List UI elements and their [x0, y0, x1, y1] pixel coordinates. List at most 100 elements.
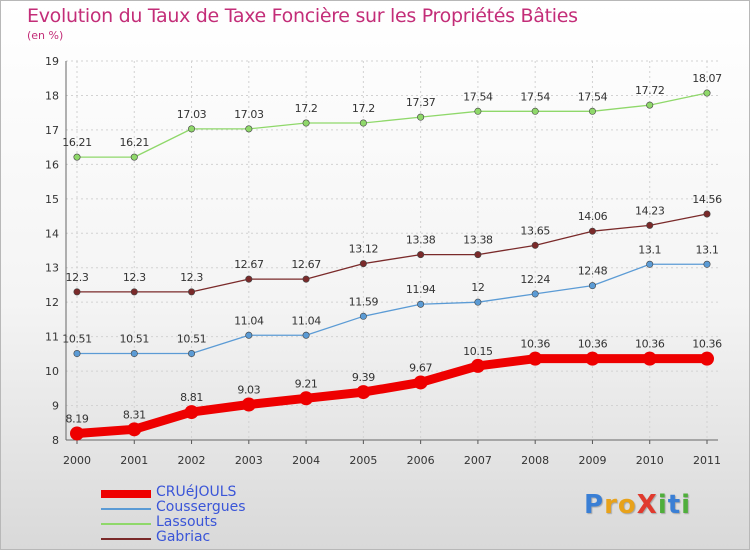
data-point [299, 391, 314, 406]
data-label: 14.23 [635, 204, 665, 217]
data-label: 9.67 [409, 361, 432, 374]
data-label: 12.48 [578, 265, 608, 278]
data-label: 13.38 [463, 234, 493, 247]
data-point [646, 260, 654, 268]
data-point [703, 89, 711, 97]
data-label: 13.1 [696, 243, 719, 256]
data-label: 8.81 [180, 391, 203, 404]
data-label: 17.2 [295, 102, 318, 115]
chart-title: Evolution du Taux de Taxe Foncière sur l… [27, 5, 578, 27]
x-tick-label: 2002 [178, 454, 206, 467]
logo-letter: i [657, 490, 668, 520]
x-tick-label: 2011 [693, 454, 721, 467]
data-point [241, 397, 256, 412]
unit-label: (en %) [27, 29, 64, 42]
y-tick-label: 9 [52, 400, 59, 413]
x-tick-label: 2010 [636, 454, 664, 467]
legend-swatch [101, 490, 151, 498]
series-line [76, 354, 707, 438]
data-label: 17.2 [352, 102, 375, 115]
data-point [245, 125, 253, 133]
data-point [127, 422, 142, 437]
series-line [77, 263, 707, 355]
data-point [188, 350, 196, 358]
data-point [703, 210, 711, 218]
y-tick-label: 12 [45, 296, 59, 309]
data-point [302, 275, 310, 283]
data-label: 12.3 [180, 271, 203, 284]
data-label: 8.19 [66, 412, 89, 425]
data-label: 17.54 [463, 90, 493, 103]
data-point [130, 153, 138, 161]
data-label: 11.94 [406, 283, 436, 296]
y-tick-label: 13 [45, 262, 59, 275]
data-point [417, 113, 425, 121]
logo-letter: X [636, 490, 658, 520]
data-point [531, 107, 539, 115]
data-point [417, 251, 425, 259]
data-label: 9.21 [295, 377, 318, 390]
data-point [413, 375, 428, 390]
y-tick-label: 16 [45, 158, 59, 171]
data-label: 12.24 [520, 273, 550, 286]
data-label: 11.04 [234, 314, 264, 327]
y-tick-label: 11 [45, 331, 59, 344]
data-point [528, 351, 543, 366]
data-label: 8.31 [123, 408, 146, 421]
data-point [245, 331, 253, 339]
x-tick-label: 2005 [349, 454, 377, 467]
data-label: 16.21 [62, 136, 92, 149]
y-tick-label: 17 [45, 124, 59, 137]
legend-label: CRUéJOULS [156, 484, 237, 500]
x-tick-label: 2008 [521, 454, 549, 467]
data-point [646, 101, 654, 109]
data-label: 10.36 [578, 338, 608, 351]
data-label: 12.67 [291, 258, 321, 271]
data-label: 9.39 [352, 371, 375, 384]
x-tick-label: 2001 [120, 454, 148, 467]
data-point [474, 298, 482, 306]
x-tick-label: 2009 [578, 454, 606, 467]
data-point [70, 426, 84, 441]
data-point [700, 351, 714, 366]
legend-label: Coussergues [156, 499, 246, 515]
data-point [302, 331, 310, 339]
data-label: 12.3 [123, 271, 146, 284]
legend-swatch [101, 523, 151, 525]
data-point [359, 312, 367, 320]
data-label: 13.38 [406, 234, 436, 247]
logo-letter: r [604, 490, 618, 520]
data-point [359, 260, 367, 268]
data-label: 10.36 [635, 338, 665, 351]
data-point [130, 350, 138, 358]
data-label: 12 [471, 281, 484, 294]
series-line [77, 92, 708, 158]
data-point [73, 153, 81, 161]
data-point [130, 288, 138, 296]
logo-letter: P [584, 490, 605, 520]
y-tick-label: 15 [45, 193, 59, 206]
data-point [588, 107, 596, 115]
data-label: 18.07 [692, 72, 722, 85]
data-point [588, 282, 596, 290]
proxiti-logo: ProXiti [584, 490, 691, 520]
data-label: 10.15 [463, 345, 493, 358]
x-tick-label: 2000 [63, 454, 91, 467]
data-label: 11.04 [291, 314, 321, 327]
x-tick-label: 2004 [292, 454, 320, 467]
series-line [77, 213, 708, 293]
data-point [585, 351, 600, 366]
data-label: 12.67 [234, 258, 264, 271]
data-point [474, 107, 482, 115]
legend-swatch [101, 538, 151, 540]
data-point [470, 358, 485, 373]
legend-label: Lassouts [156, 514, 218, 530]
data-point [73, 350, 81, 358]
data-label: 10.36 [520, 338, 550, 351]
data-label: 10.36 [692, 338, 722, 351]
data-label: 13.65 [520, 224, 550, 237]
data-label: 17.03 [234, 108, 264, 121]
data-point [302, 119, 310, 127]
